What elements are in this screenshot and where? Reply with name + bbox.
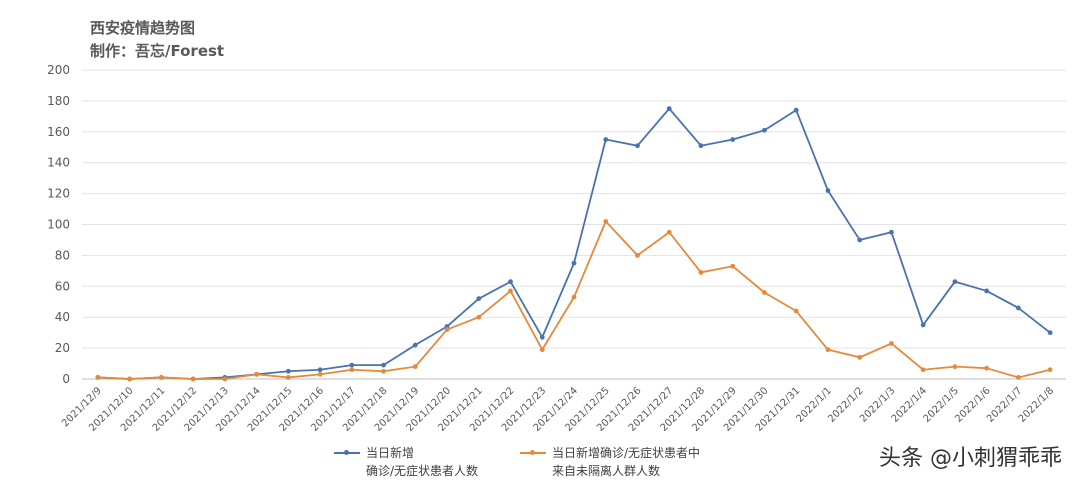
series-2-point xyxy=(412,364,418,370)
series-2-point xyxy=(920,367,926,373)
series-line-2 xyxy=(97,220,1051,380)
series-1-point xyxy=(889,229,894,235)
y-tick-label: 180 xyxy=(47,94,70,108)
y-tick-label: 100 xyxy=(47,218,70,232)
series-2-point xyxy=(476,314,482,320)
series-1-point xyxy=(1015,305,1021,311)
series-1-point xyxy=(1047,330,1053,336)
series-1-point xyxy=(952,279,958,285)
series-2-point xyxy=(603,219,609,224)
series-1-point xyxy=(349,362,355,368)
series-2-point xyxy=(444,327,450,332)
series-2-point xyxy=(984,365,990,371)
series-line-1 xyxy=(97,107,1051,380)
series-1-point xyxy=(285,368,291,374)
y-tick-label: 160 xyxy=(47,125,70,139)
y-tick-label: 120 xyxy=(47,187,70,201)
series-1-point xyxy=(381,362,386,368)
watermark-text: 头条 @小刺猬乖乖 xyxy=(879,446,1062,471)
series-2-point xyxy=(825,347,831,353)
series-2-point xyxy=(317,371,323,377)
y-tick-label: 20 xyxy=(55,341,70,355)
series-2-point xyxy=(381,368,386,374)
series-2-point xyxy=(222,376,228,382)
y-tick-label: 200 xyxy=(47,63,70,77)
series-2-point xyxy=(571,294,577,300)
series-1-point xyxy=(762,127,767,133)
y-tick-label: 0 xyxy=(62,372,70,386)
legend-swatch-series-2 xyxy=(520,450,546,455)
series-2-point xyxy=(635,253,640,258)
series-2-point xyxy=(793,308,799,314)
series-2-point xyxy=(857,354,863,360)
series-1-point xyxy=(508,279,513,285)
series-1-point xyxy=(412,342,418,348)
series-2-point xyxy=(889,341,894,346)
y-tick-label: 60 xyxy=(55,279,70,293)
chart-title: 西安疫情趋势图 xyxy=(90,19,196,37)
series-2-point xyxy=(1047,367,1053,373)
y-tick-label: 140 xyxy=(47,156,70,170)
series-1-point xyxy=(571,260,577,266)
series-2-point xyxy=(762,290,767,295)
series-2-point xyxy=(666,229,672,235)
chart-subtitle: 制作：吾忘/Forest xyxy=(90,42,225,60)
series-2-point xyxy=(190,376,196,382)
series-2-point xyxy=(730,263,736,269)
legend-swatch-series-1 xyxy=(334,450,360,455)
series-2-point xyxy=(127,376,133,382)
legend-label-series-1-line-2: 确诊/无症状患者人数 xyxy=(366,464,479,478)
series-1-point xyxy=(857,237,863,243)
y-tick-label: 80 xyxy=(55,248,70,262)
series-2-point xyxy=(285,375,291,380)
y-tick-label: 40 xyxy=(55,310,70,324)
series-1-point xyxy=(825,188,831,193)
series-2-point xyxy=(952,364,958,370)
series-1-point xyxy=(920,322,926,328)
series-2-point xyxy=(349,367,355,373)
legend-label-series-1-line-1: 当日新增 xyxy=(366,446,415,460)
series-1-point xyxy=(539,334,545,340)
series-2-point xyxy=(254,371,259,377)
legend-label-series-2-line-2: 来自未隔离人群人数 xyxy=(552,464,661,478)
series-1-point xyxy=(635,143,640,149)
series-1-point xyxy=(698,143,704,149)
series-2-point xyxy=(1015,375,1021,380)
series-1-point xyxy=(476,296,482,302)
series-2-point xyxy=(698,269,704,275)
series-2-point xyxy=(539,347,545,353)
series-2-point xyxy=(95,375,101,380)
series-1-point xyxy=(984,288,990,294)
series-2-point xyxy=(158,375,164,380)
series-1-point xyxy=(317,367,323,373)
series-1-point xyxy=(793,107,799,113)
legend-label-series-2-line-1: 当日新增确诊/无症状患者中 xyxy=(552,446,701,460)
series-1-point xyxy=(603,137,609,142)
series-1-point xyxy=(666,106,672,112)
series-2-point xyxy=(508,288,513,294)
series-1-point xyxy=(730,137,736,142)
